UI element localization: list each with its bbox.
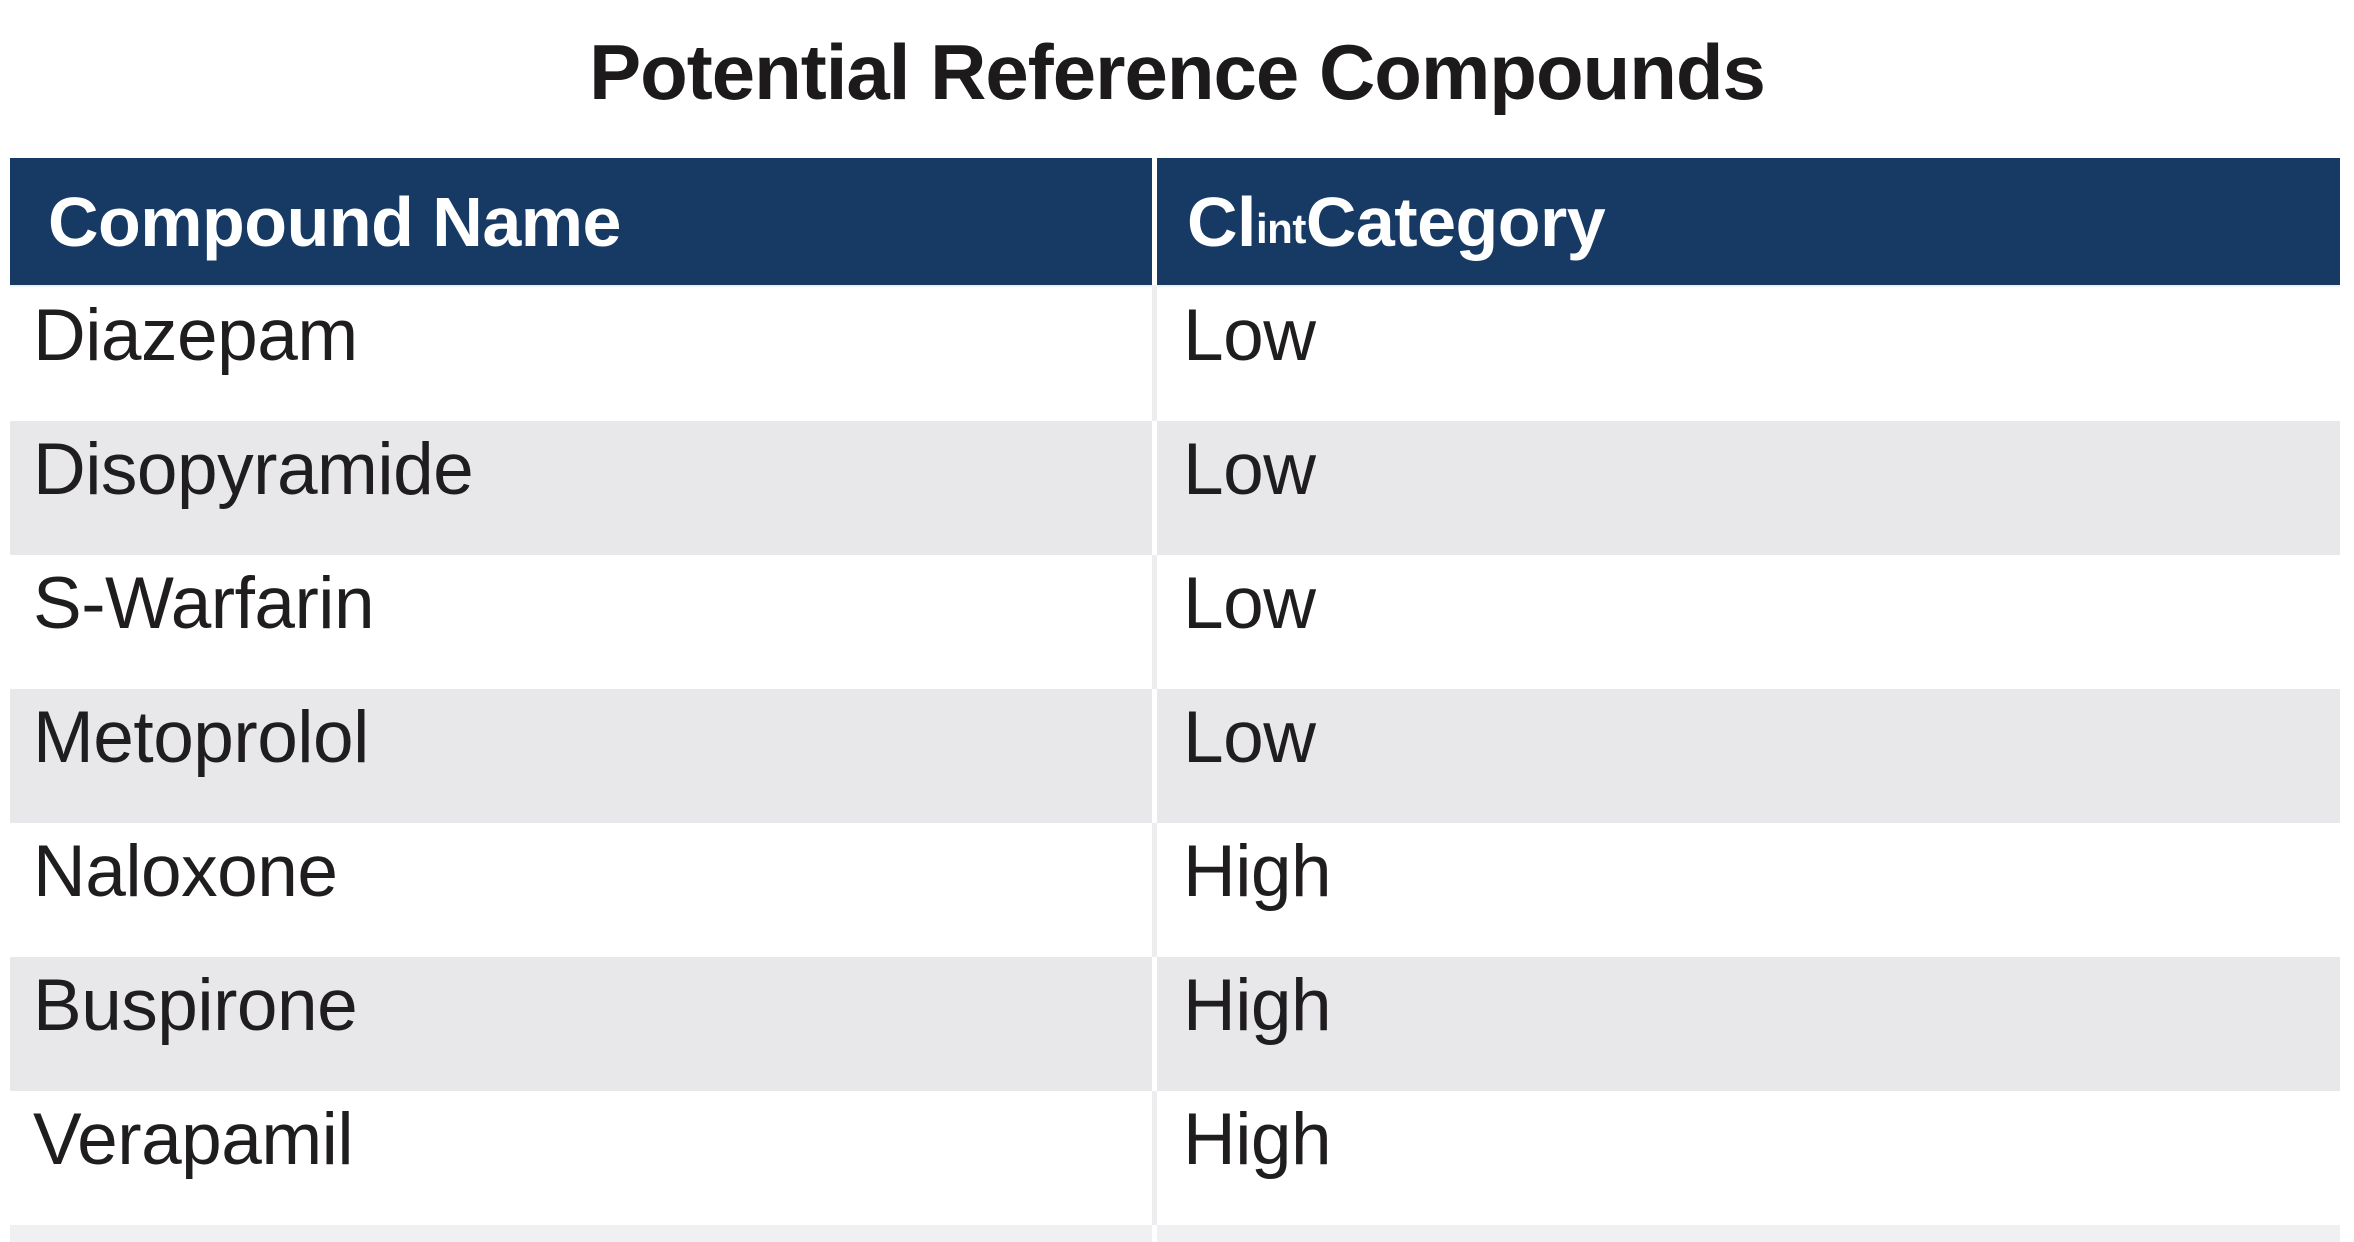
partial-compound-cell (10, 1225, 1157, 1242)
table-row: S-Warfarin Low (10, 555, 2340, 689)
partial-row-sliver (10, 1225, 2340, 1242)
compound-name-column-header: Compound Name (10, 158, 1157, 285)
partial-category-cell (1157, 1225, 2340, 1242)
clint-category-column-header: Cl int Category (1187, 182, 1606, 261)
compound-name-cell: Naloxone (10, 823, 1157, 957)
clint-label: Cl (1187, 182, 1257, 261)
category-label: Category (1305, 182, 1606, 261)
compound-name-cell: S-Warfarin (10, 555, 1157, 689)
table-row: Buspirone High (10, 957, 2340, 1091)
category-cell: High (1183, 965, 1332, 1046)
table-row: Diazepam Low (10, 287, 2340, 421)
table-row: Disopyramide Low (10, 421, 2340, 555)
compound-name-cell: Verapamil (10, 1091, 1157, 1225)
category-cell: High (1183, 1099, 1332, 1180)
category-cell: Low (1183, 563, 1316, 644)
category-cell: Low (1183, 697, 1316, 778)
table-row: Metoprolol Low (10, 689, 2340, 823)
compound-name-cell: Buspirone (10, 957, 1157, 1091)
page-title: Potential Reference Compounds (589, 28, 1766, 116)
reference-compounds-table: Compound Name Cl int Category Diazepam Lo… (10, 158, 2340, 1242)
category-cell: Low (1183, 295, 1316, 376)
table-body: Diazepam Low Disopyramide Low S-Warfarin… (10, 287, 2340, 1225)
table-row: Naloxone High (10, 823, 2340, 957)
category-cell: High (1183, 831, 1332, 912)
table-row: Verapamil High (10, 1091, 2340, 1225)
compound-name-cell: Disopyramide (10, 421, 1157, 555)
compound-name-cell: Metoprolol (10, 689, 1157, 823)
compound-name-cell: Diazepam (10, 287, 1157, 421)
table-header-row: Compound Name Cl int Category (10, 158, 2340, 287)
category-cell: Low (1183, 429, 1316, 510)
